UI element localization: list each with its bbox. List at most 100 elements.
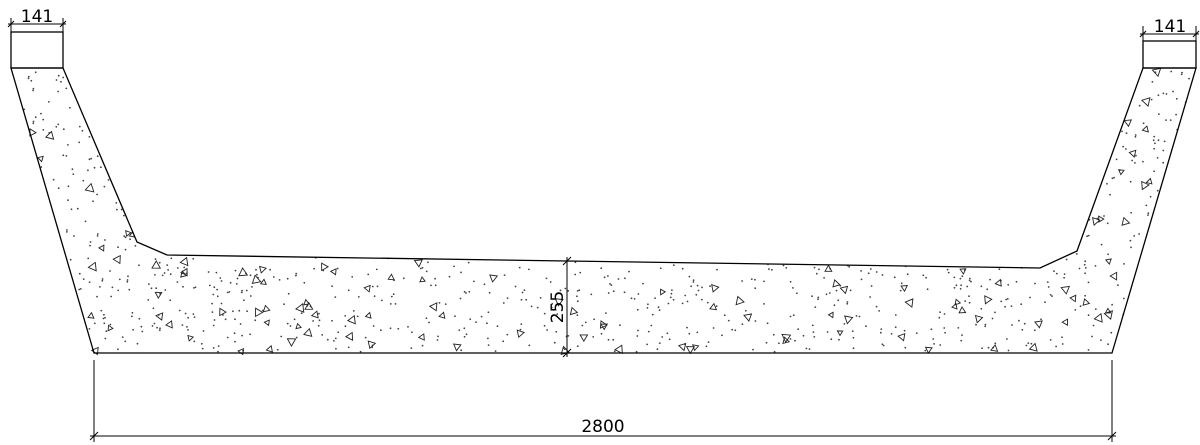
hatch-dot xyxy=(1111,303,1113,306)
hatch-dot xyxy=(87,169,89,172)
hatch-aggregate xyxy=(1145,177,1153,185)
hatch-dot xyxy=(283,303,285,306)
hatch-aggregate xyxy=(579,334,589,343)
hatch-dot xyxy=(607,338,610,341)
hatch-aggregate xyxy=(265,344,273,353)
hatch-dot xyxy=(437,335,439,338)
hatch-dot xyxy=(232,310,234,313)
hatch-dot xyxy=(229,281,232,284)
hatch-dot xyxy=(1142,160,1144,163)
hatch-dot xyxy=(69,258,72,261)
hatch-dot xyxy=(123,235,126,238)
hatch-dot xyxy=(796,292,798,295)
hatch-dot xyxy=(825,293,828,296)
hatch-dot xyxy=(1006,298,1009,300)
hatch-dot xyxy=(67,144,69,146)
hatch-dot xyxy=(1029,296,1031,299)
hatch-dot xyxy=(697,289,700,292)
hatch-dot xyxy=(1158,113,1160,115)
hatch-dot xyxy=(1000,300,1003,303)
hatch-dot xyxy=(213,319,216,321)
hatch-dot xyxy=(131,311,134,314)
hatch-dot xyxy=(367,273,370,276)
hatch-dot xyxy=(410,347,413,349)
hatch-dot xyxy=(1100,339,1102,341)
hatch-dot xyxy=(672,264,675,267)
hatch-aggregate xyxy=(900,284,909,293)
hatch-dot xyxy=(103,185,106,188)
hatch-dot xyxy=(169,299,172,302)
hatch-dot xyxy=(1125,132,1128,135)
hatch-dot xyxy=(600,332,603,335)
hatch-dot xyxy=(1134,134,1137,136)
hatch-aggregate xyxy=(959,268,967,275)
hatch-dot xyxy=(88,328,91,330)
hatch-dot xyxy=(72,173,75,176)
hatch-dot xyxy=(818,268,820,271)
hatch-aggregate xyxy=(125,230,132,238)
hatch-dot xyxy=(518,266,521,269)
hatch-dot xyxy=(1079,305,1082,308)
hatch-dot xyxy=(96,193,98,196)
hatch-dot xyxy=(654,297,656,299)
hatch-dot xyxy=(763,280,765,283)
hatch-dot xyxy=(243,299,245,302)
hatch-dot xyxy=(692,279,695,282)
hatch-aggregate xyxy=(1028,342,1038,352)
hatch-dot xyxy=(62,128,65,131)
hatch-dot xyxy=(1007,349,1010,352)
hatch-aggregate xyxy=(824,264,833,272)
hatch-dot xyxy=(1087,349,1090,351)
hatch-aggregate xyxy=(363,284,371,293)
hatch-dot xyxy=(1065,258,1068,261)
hatch-dot xyxy=(778,342,780,345)
hatch-dot xyxy=(1157,139,1160,142)
hatch-dot xyxy=(765,341,768,344)
hatch-dot xyxy=(463,327,466,330)
hatch-dot xyxy=(1094,265,1097,267)
hatch-dot xyxy=(427,261,429,264)
hatch-aggregate xyxy=(1123,119,1133,128)
hatch-dot xyxy=(463,335,466,338)
hatch-dot xyxy=(731,328,734,331)
hatch-dot xyxy=(337,331,340,334)
hatch-dot xyxy=(523,289,526,291)
hatch-dot xyxy=(869,296,871,298)
hatch-dot xyxy=(1018,319,1020,322)
hatch-dot xyxy=(57,123,60,126)
hatch-dot xyxy=(705,345,708,348)
hatch-dot xyxy=(1110,331,1113,334)
hatch-dot xyxy=(92,200,94,203)
hatch-dot xyxy=(158,261,161,264)
hatch-dot xyxy=(1049,339,1052,341)
hatch-dot xyxy=(695,293,698,296)
hatch-aggregate xyxy=(112,254,121,265)
hatch-dot xyxy=(882,344,885,347)
hatch-dot xyxy=(192,257,195,260)
hatch-dot xyxy=(473,280,475,283)
hatch-dot xyxy=(88,136,91,138)
hatch-aggregate xyxy=(677,342,687,352)
hatch-aggregate xyxy=(951,302,958,310)
hatch-dot xyxy=(454,315,456,318)
hatch-dot xyxy=(235,283,238,285)
hatch-dot xyxy=(1129,239,1132,242)
hatch-dot xyxy=(1051,295,1053,297)
hatch-dot xyxy=(295,272,298,275)
hatch-dot xyxy=(980,285,983,288)
hatch-aggregate xyxy=(180,270,188,278)
hatch-dot xyxy=(1075,253,1078,255)
hatch-aggregate xyxy=(180,267,188,277)
hatch-dot xyxy=(132,328,135,331)
hatch-dot xyxy=(249,295,252,297)
hatch-dot xyxy=(610,284,613,286)
hatch-dot xyxy=(642,282,644,285)
hatch-dot xyxy=(163,272,166,274)
hatch-dot xyxy=(57,187,60,190)
hatch-dot xyxy=(193,340,196,343)
hatch-dot xyxy=(117,289,120,292)
hatch-dot xyxy=(233,332,236,335)
hatch-dot xyxy=(502,340,505,343)
hatch-dot xyxy=(581,324,584,327)
hatch-dot xyxy=(66,229,68,231)
